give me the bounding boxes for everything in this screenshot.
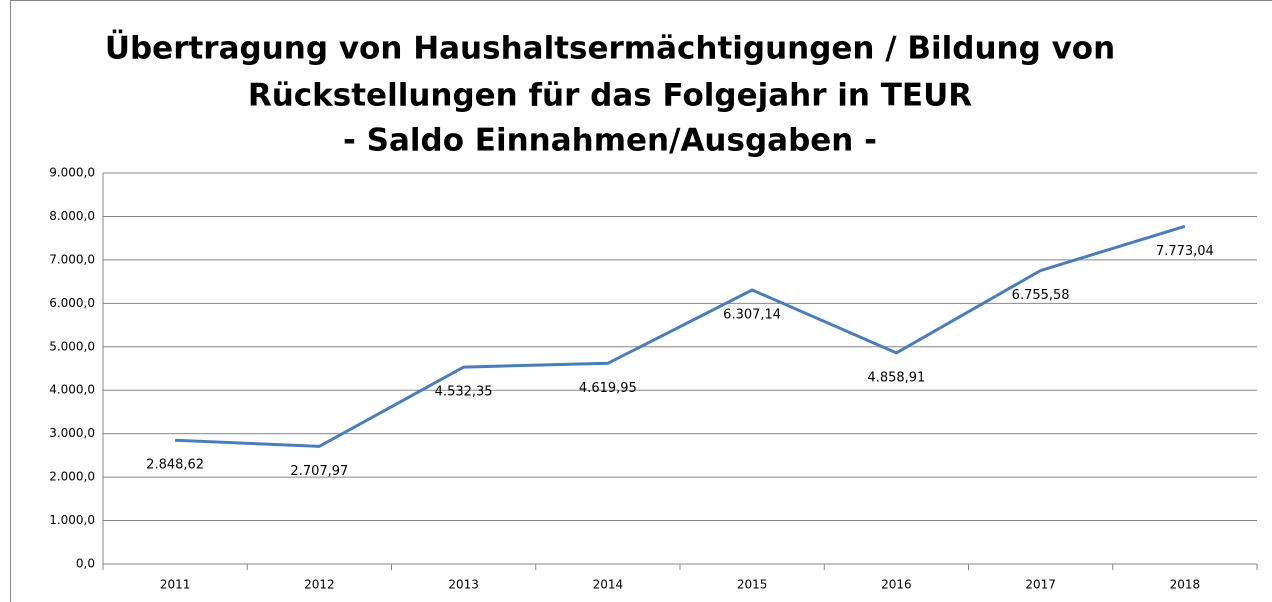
data-label: 6.755,58 bbox=[1012, 288, 1070, 303]
x-tick-label: 2016 bbox=[881, 578, 912, 592]
x-tick-label: 2015 bbox=[737, 578, 768, 592]
chart-title: - Saldo Einnahmen/Ausgaben - bbox=[343, 123, 877, 159]
y-tick-label: 5.000,0 bbox=[49, 339, 95, 353]
data-label: 4.619,95 bbox=[579, 381, 637, 396]
chart-border bbox=[10, 0, 1272, 602]
y-tick-label: 8.000,0 bbox=[49, 209, 95, 223]
data-label: 6.307,14 bbox=[723, 307, 781, 322]
chart-title: Rückstellungen für das Folgejahr in TEUR bbox=[248, 78, 972, 114]
y-tick-label: 0,0 bbox=[76, 557, 95, 571]
data-label: 4.532,35 bbox=[435, 385, 493, 400]
y-tick-label: 7.000,0 bbox=[49, 252, 95, 266]
y-tick-label: 6.000,0 bbox=[49, 296, 95, 310]
data-label: 2.848,62 bbox=[146, 458, 204, 473]
x-tick-label: 2012 bbox=[304, 578, 335, 592]
x-tick-label: 2017 bbox=[1025, 578, 1056, 592]
data-label: 2.707,97 bbox=[290, 464, 348, 479]
x-tick-label: 2014 bbox=[593, 578, 624, 592]
data-label: 7.773,04 bbox=[1156, 244, 1214, 259]
line-series bbox=[175, 224, 1186, 448]
y-tick-label: 9.000,0 bbox=[49, 166, 95, 180]
x-tick-label: 2013 bbox=[448, 578, 479, 592]
y-tick-label: 4.000,0 bbox=[49, 383, 95, 397]
x-tick-label: 2018 bbox=[1170, 578, 1201, 592]
data-label: 4.858,91 bbox=[867, 370, 925, 385]
x-tick-label: 2011 bbox=[160, 578, 191, 592]
y-tick-label: 2.000,0 bbox=[49, 470, 95, 484]
y-tick-label: 1.000,0 bbox=[49, 513, 95, 527]
y-tick-label: 3.000,0 bbox=[49, 426, 95, 440]
chart-title: Übertragung von Haushaltsermächtigungen … bbox=[105, 30, 1115, 67]
